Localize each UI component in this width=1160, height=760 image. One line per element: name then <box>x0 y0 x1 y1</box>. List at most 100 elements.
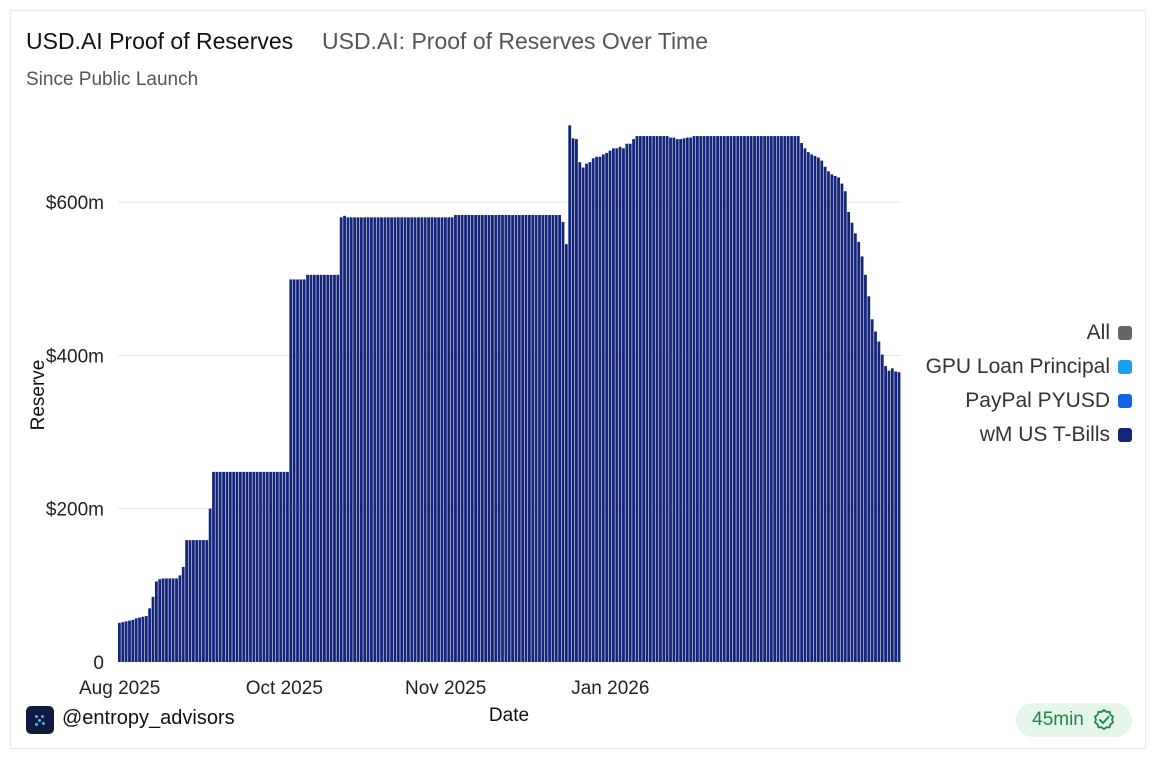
bar[interactable] <box>376 217 380 663</box>
bar[interactable] <box>272 471 276 662</box>
bar[interactable] <box>396 217 400 663</box>
bar[interactable] <box>756 136 760 663</box>
bar[interactable] <box>867 296 871 662</box>
bar[interactable] <box>897 372 901 662</box>
bar[interactable] <box>380 217 383 663</box>
bar[interactable] <box>215 471 219 662</box>
bar[interactable] <box>124 621 128 662</box>
bar[interactable] <box>635 136 639 663</box>
bar[interactable] <box>541 215 545 663</box>
bar[interactable] <box>739 136 743 663</box>
bar[interactable] <box>282 471 286 662</box>
bar[interactable] <box>390 217 394 663</box>
bar[interactable] <box>433 217 437 663</box>
bar[interactable] <box>191 540 195 662</box>
bar[interactable] <box>262 471 266 662</box>
bar[interactable] <box>551 215 555 663</box>
bar[interactable] <box>299 279 303 662</box>
bar[interactable] <box>598 156 602 662</box>
bar[interactable] <box>121 622 125 662</box>
bar[interactable] <box>309 274 313 662</box>
bar[interactable] <box>333 274 336 662</box>
bar[interactable] <box>672 137 676 663</box>
bar[interactable] <box>349 217 353 663</box>
bar[interactable] <box>279 471 283 662</box>
bar[interactable] <box>702 136 706 663</box>
bar[interactable] <box>685 137 689 663</box>
bar[interactable] <box>864 274 867 662</box>
bar[interactable] <box>675 139 679 663</box>
bar[interactable] <box>692 136 696 663</box>
bar[interactable] <box>265 471 269 662</box>
bar[interactable] <box>128 620 131 662</box>
bar[interactable] <box>749 136 753 663</box>
legend-item-all[interactable]: All <box>892 316 1132 350</box>
bar[interactable] <box>467 215 471 663</box>
bar[interactable] <box>648 136 652 663</box>
bar[interactable] <box>659 136 662 663</box>
bar[interactable] <box>769 136 773 663</box>
bar[interactable] <box>571 138 575 662</box>
bar[interactable] <box>638 136 642 663</box>
bar[interactable] <box>564 244 568 662</box>
bar[interactable] <box>709 136 713 663</box>
bar[interactable] <box>591 158 595 663</box>
bar[interactable] <box>118 622 121 662</box>
bar[interactable] <box>786 136 790 663</box>
bar[interactable] <box>558 215 562 663</box>
bar[interactable] <box>823 166 827 662</box>
bar[interactable] <box>259 471 262 662</box>
bar[interactable] <box>625 143 629 662</box>
bar[interactable] <box>803 148 807 663</box>
bar[interactable] <box>605 152 609 662</box>
bar[interactable] <box>729 136 733 663</box>
bar[interactable] <box>292 279 296 662</box>
bar[interactable] <box>632 139 635 663</box>
bar[interactable] <box>494 215 498 663</box>
bar[interactable] <box>306 274 309 662</box>
bar[interactable] <box>134 618 138 662</box>
bar[interactable] <box>877 341 881 662</box>
bar[interactable] <box>521 215 525 663</box>
bar[interactable] <box>302 279 306 662</box>
bar[interactable] <box>759 136 763 663</box>
bar[interactable] <box>655 136 659 663</box>
bar[interactable] <box>595 156 599 662</box>
bar[interactable] <box>343 215 346 663</box>
bar[interactable] <box>689 137 693 663</box>
bar[interactable] <box>242 471 246 662</box>
bar[interactable] <box>181 566 185 662</box>
bar[interactable] <box>524 215 528 663</box>
bar[interactable] <box>252 471 256 662</box>
bar[interactable] <box>222 471 225 662</box>
bar[interactable] <box>726 136 730 663</box>
bar[interactable] <box>440 217 444 663</box>
bar[interactable] <box>753 136 756 663</box>
bar[interactable] <box>790 136 793 663</box>
bar[interactable] <box>504 215 508 663</box>
bar[interactable] <box>286 471 289 662</box>
bar[interactable] <box>370 217 373 663</box>
bar[interactable] <box>514 215 518 663</box>
bar[interactable] <box>544 215 548 663</box>
bar[interactable] <box>249 471 252 662</box>
bar[interactable] <box>255 471 259 662</box>
bar[interactable] <box>430 217 434 663</box>
bar[interactable] <box>386 217 390 663</box>
bar[interactable] <box>793 136 797 663</box>
bar[interactable] <box>887 370 891 662</box>
bar[interactable] <box>464 215 467 663</box>
bar[interactable] <box>171 578 175 662</box>
bar[interactable] <box>568 125 572 663</box>
bar[interactable] <box>601 154 605 662</box>
bar[interactable] <box>460 215 464 663</box>
bar[interactable] <box>507 215 511 663</box>
legend-item-wm-us-t-bills[interactable]: wM US T-Bills <box>892 418 1132 452</box>
bar[interactable] <box>198 540 202 662</box>
bar[interactable] <box>743 136 746 663</box>
bar[interactable] <box>144 616 148 662</box>
bar[interactable] <box>890 368 894 662</box>
bar[interactable] <box>766 136 770 663</box>
bar[interactable] <box>615 148 619 663</box>
bar[interactable] <box>652 136 656 663</box>
